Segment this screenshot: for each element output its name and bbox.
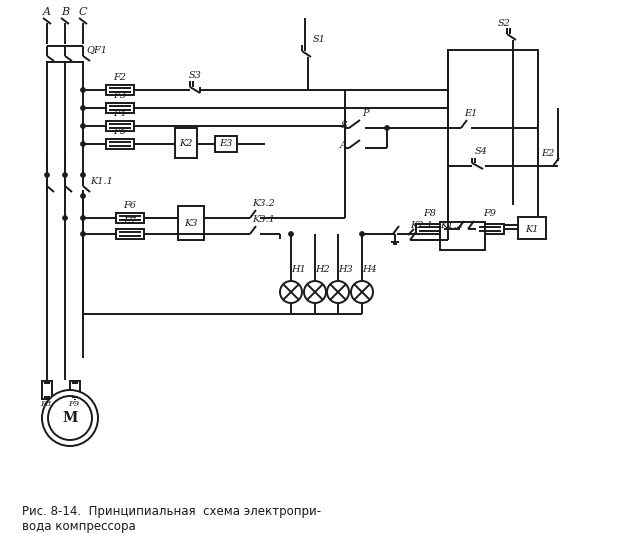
Bar: [106, 139, 134, 149]
Text: QF1: QF1: [86, 46, 107, 54]
Circle shape: [80, 194, 85, 199]
Circle shape: [44, 173, 49, 178]
Text: C: C: [78, 7, 87, 17]
Bar: [175, 128, 197, 158]
Text: F8: F8: [424, 209, 437, 219]
Circle shape: [62, 215, 67, 220]
Text: H3: H3: [338, 265, 353, 275]
Circle shape: [80, 215, 85, 220]
Text: K3.2: K3.2: [252, 199, 275, 209]
Text: K3: K3: [184, 219, 197, 228]
Text: вода компрессора: вода компрессора: [22, 520, 136, 533]
Text: S: S: [340, 122, 347, 130]
Bar: [70, 381, 80, 399]
Text: B: B: [61, 7, 69, 17]
Bar: [116, 213, 144, 223]
Bar: [448, 50, 538, 225]
Text: H2: H2: [315, 265, 330, 275]
Text: K1.2: K1.2: [440, 221, 463, 230]
Text: F2: F2: [113, 73, 126, 83]
Circle shape: [304, 281, 326, 303]
Text: P: P: [362, 109, 368, 119]
Bar: [106, 85, 134, 95]
Text: E1: E1: [464, 109, 477, 119]
Circle shape: [288, 231, 293, 236]
Text: F7: F7: [123, 218, 136, 226]
Circle shape: [80, 173, 85, 178]
Bar: [106, 121, 134, 131]
Text: F3: F3: [113, 92, 126, 100]
Bar: [42, 381, 52, 399]
Circle shape: [80, 105, 85, 110]
Text: M: M: [62, 411, 78, 425]
Text: F5: F5: [113, 128, 126, 137]
Circle shape: [359, 231, 364, 236]
Text: A: A: [340, 142, 347, 150]
Bar: [215, 136, 237, 152]
Text: K1.1: K1.1: [90, 178, 113, 186]
Bar: [476, 224, 504, 234]
Bar: [416, 224, 444, 234]
Bar: [518, 217, 546, 239]
Text: E3: E3: [219, 139, 232, 149]
Text: F4: F4: [113, 109, 126, 119]
Circle shape: [48, 396, 92, 440]
Circle shape: [384, 125, 389, 130]
Circle shape: [80, 124, 85, 129]
Text: K1: K1: [525, 225, 539, 234]
Bar: [178, 206, 204, 240]
Bar: [106, 103, 134, 113]
Text: K3.1: K3.1: [252, 215, 275, 225]
Circle shape: [42, 390, 98, 446]
Text: F9: F9: [69, 400, 80, 408]
Bar: [116, 229, 144, 239]
Text: H4: H4: [362, 265, 377, 275]
Text: S4: S4: [475, 148, 488, 157]
Circle shape: [62, 173, 67, 178]
Bar: [440, 222, 485, 250]
Circle shape: [351, 281, 373, 303]
Text: K2.1: K2.1: [410, 221, 433, 230]
Text: E2: E2: [541, 149, 554, 159]
Text: F6: F6: [123, 201, 136, 210]
Circle shape: [80, 88, 85, 93]
Text: H1: H1: [291, 265, 306, 275]
Text: S1: S1: [313, 36, 326, 44]
Text: A: A: [43, 7, 51, 17]
Text: Рис. 8-14.  Принципиальная  схема электропри-: Рис. 8-14. Принципиальная схема электроп…: [22, 505, 321, 518]
Circle shape: [280, 281, 302, 303]
Text: F9: F9: [483, 209, 497, 219]
Text: S2: S2: [498, 19, 511, 28]
Text: K2: K2: [179, 139, 193, 149]
Text: S3: S3: [189, 72, 201, 80]
Circle shape: [327, 281, 349, 303]
Circle shape: [80, 142, 85, 147]
Circle shape: [80, 231, 85, 236]
Text: F8: F8: [40, 400, 52, 408]
